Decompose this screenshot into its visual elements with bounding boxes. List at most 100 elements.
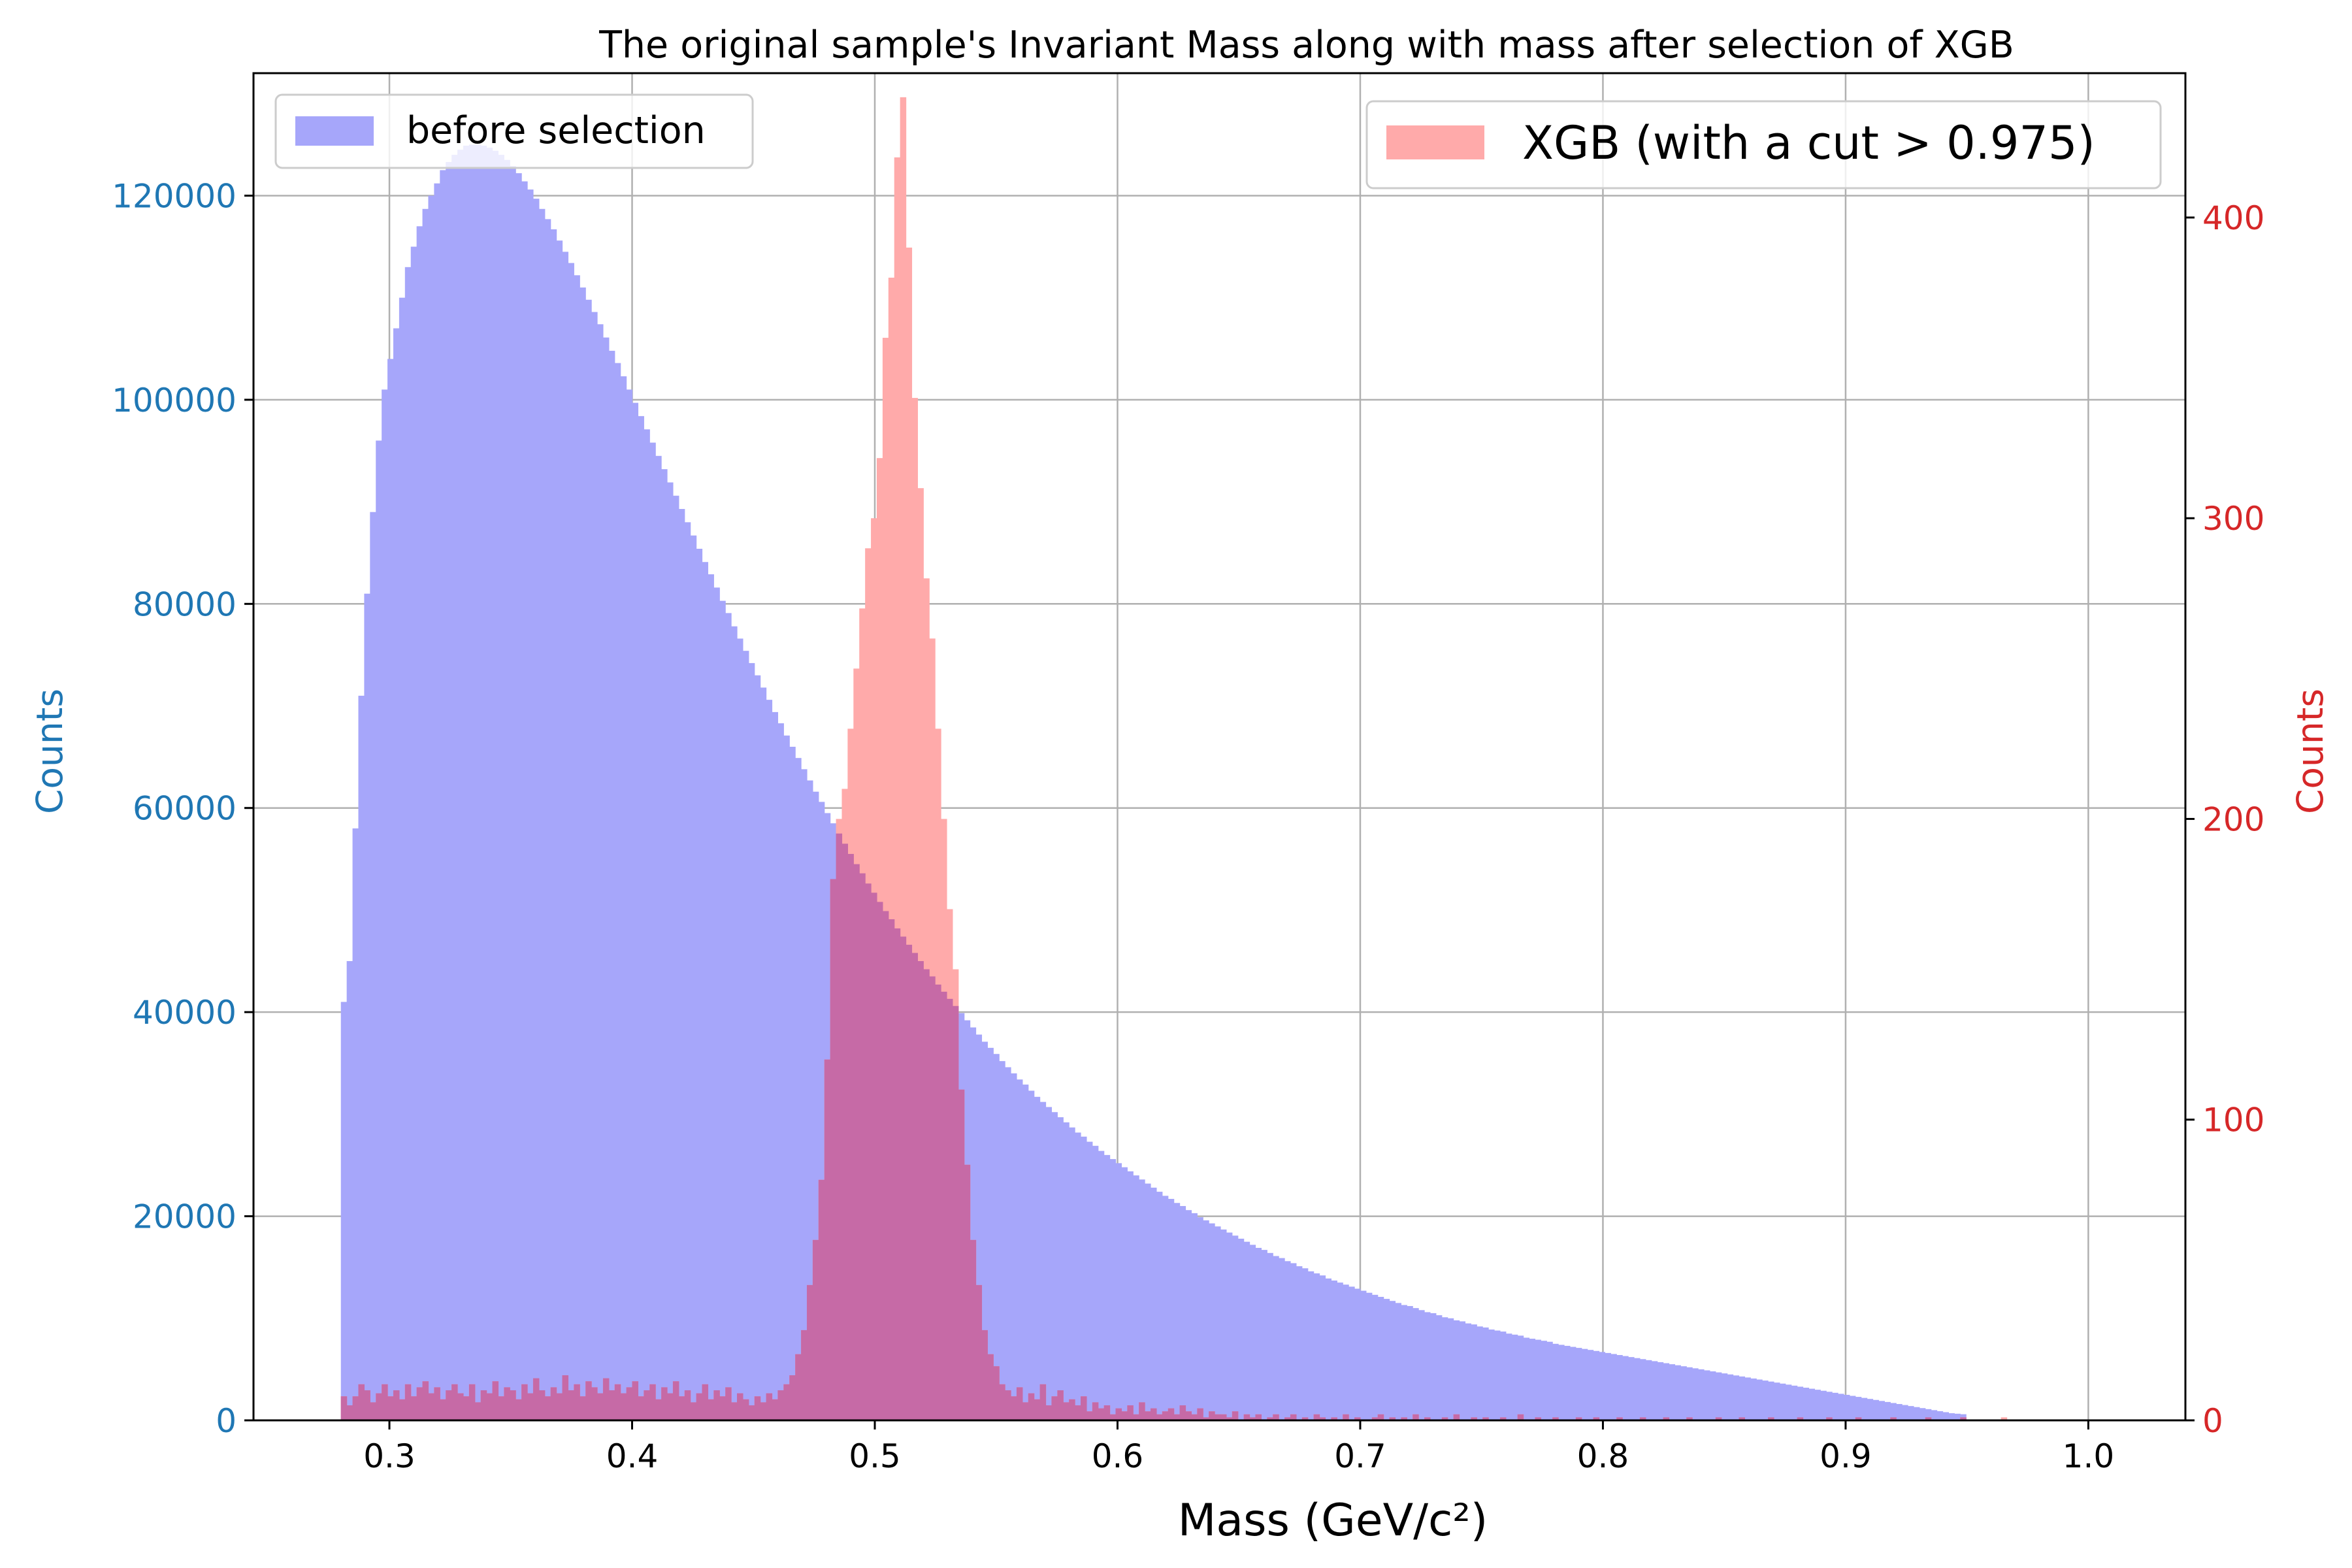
bar-before-selection	[1797, 1386, 1804, 1420]
bar-before-selection	[1429, 1313, 1437, 1420]
bar-overlap	[1011, 1396, 1017, 1420]
bar-before-selection	[970, 1027, 977, 1420]
bar-overlap	[1639, 1417, 1646, 1420]
bar-before-selection	[649, 442, 656, 1421]
bar-overlap	[1156, 1414, 1163, 1420]
bar-before-selection	[678, 509, 685, 1420]
bar-before-selection	[713, 587, 720, 1420]
bar-overlap	[1127, 1405, 1134, 1420]
bar-overlap	[772, 1399, 779, 1420]
bar-before-selection	[1179, 1205, 1186, 1420]
bar-overlap	[719, 1396, 726, 1420]
bar-overlap	[1616, 1417, 1623, 1420]
bar-before-selection	[1756, 1379, 1763, 1420]
bar-overlap	[644, 1390, 650, 1420]
bar-before-selection	[580, 287, 586, 1421]
bar-before-selection	[1628, 1357, 1635, 1420]
bar-xgb-selection	[900, 97, 907, 1421]
bar-overlap	[1150, 1408, 1157, 1420]
bar-overlap	[1098, 1408, 1105, 1420]
bar-overlap	[824, 1059, 831, 1420]
bar-before-selection	[1552, 1343, 1559, 1420]
bar-before-selection	[708, 574, 714, 1421]
bar-before-selection	[1319, 1275, 1326, 1420]
bar-overlap	[801, 1330, 808, 1420]
bar-before-selection	[1389, 1301, 1396, 1420]
bar-overlap	[1255, 1414, 1262, 1420]
bar-overlap	[468, 1384, 476, 1420]
bar-overlap	[1552, 1417, 1559, 1420]
bar-overlap	[358, 1384, 365, 1420]
bar-overlap	[1243, 1414, 1250, 1420]
bar-before-selection	[981, 1041, 988, 1420]
bar-before-selection	[574, 275, 580, 1420]
bar-overlap	[1797, 1417, 1804, 1420]
bar-overlap	[1057, 1390, 1064, 1420]
bar-overlap	[1925, 1417, 1932, 1420]
bar-before-selection	[725, 613, 732, 1421]
right-y-tick-label: 400	[2202, 199, 2264, 237]
bar-before-selection	[387, 359, 394, 1420]
bar-before-selection	[504, 159, 510, 1421]
bar-before-selection	[632, 402, 639, 1420]
bar-overlap	[1890, 1417, 1897, 1420]
bar-overlap	[1575, 1417, 1582, 1420]
bar-before-selection	[550, 229, 557, 1421]
bar-before-selection	[1855, 1397, 1862, 1420]
bar-overlap	[1377, 1414, 1384, 1420]
bar-before-selection	[404, 267, 412, 1421]
bar-before-selection	[440, 170, 446, 1421]
bar-overlap	[562, 1375, 569, 1420]
bar-before-selection	[1919, 1408, 1926, 1420]
bar-overlap	[708, 1399, 714, 1420]
bar-before-selection	[1383, 1299, 1390, 1420]
bar-overlap	[416, 1387, 423, 1420]
bar-before-selection	[1546, 1341, 1553, 1420]
bar-before-selection	[1680, 1366, 1687, 1420]
bar-overlap	[1226, 1417, 1233, 1420]
bar-before-selection	[1721, 1373, 1728, 1420]
bar-before-selection	[638, 416, 644, 1420]
bar-before-selection	[672, 495, 679, 1420]
bar-xgb-selection	[888, 277, 895, 1420]
bar-before-selection	[1313, 1273, 1320, 1420]
bar-overlap	[952, 1005, 959, 1420]
bar-overlap	[702, 1384, 709, 1420]
legend-swatch-xgb	[1386, 125, 1484, 159]
bar-before-selection	[1331, 1280, 1337, 1420]
bar-before-selection	[1541, 1341, 1547, 1420]
bar-overlap	[451, 1384, 458, 1420]
bar-overlap	[731, 1402, 738, 1420]
x-tick-label: 1.0	[2063, 1437, 2115, 1475]
bar-overlap	[713, 1390, 720, 1420]
bar-before-selection	[1005, 1067, 1011, 1420]
bar-overlap	[1215, 1414, 1221, 1420]
bar-before-selection	[1703, 1370, 1710, 1420]
bar-before-selection	[1890, 1403, 1897, 1420]
bar-before-selection	[1575, 1348, 1582, 1420]
bar-overlap	[1103, 1405, 1111, 1420]
bar-before-selection	[1826, 1392, 1833, 1420]
bar-overlap	[1301, 1417, 1309, 1420]
bar-overlap	[428, 1393, 434, 1420]
bar-before-selection	[1220, 1229, 1227, 1420]
bar-overlap	[923, 969, 930, 1420]
bar-before-selection	[1913, 1407, 1920, 1420]
bar-before-selection	[742, 651, 749, 1420]
legend-swatch-before	[295, 116, 374, 146]
bar-overlap	[766, 1393, 773, 1420]
bar-overlap	[935, 984, 941, 1420]
bar-before-selection	[1243, 1241, 1250, 1420]
bar-before-selection	[1645, 1360, 1652, 1420]
bar-before-selection	[393, 328, 400, 1421]
bar-before-selection	[527, 189, 534, 1421]
bar-before-selection	[364, 593, 370, 1420]
bar-before-selection	[480, 145, 487, 1420]
bar-before-selection	[783, 735, 790, 1420]
bar-before-selection	[1401, 1305, 1407, 1420]
bar-before-selection	[1960, 1414, 1967, 1420]
bar-overlap	[1232, 1411, 1239, 1420]
bar-before-selection	[1820, 1390, 1827, 1420]
bar-overlap	[340, 1396, 348, 1420]
bar-overlap	[667, 1393, 674, 1420]
